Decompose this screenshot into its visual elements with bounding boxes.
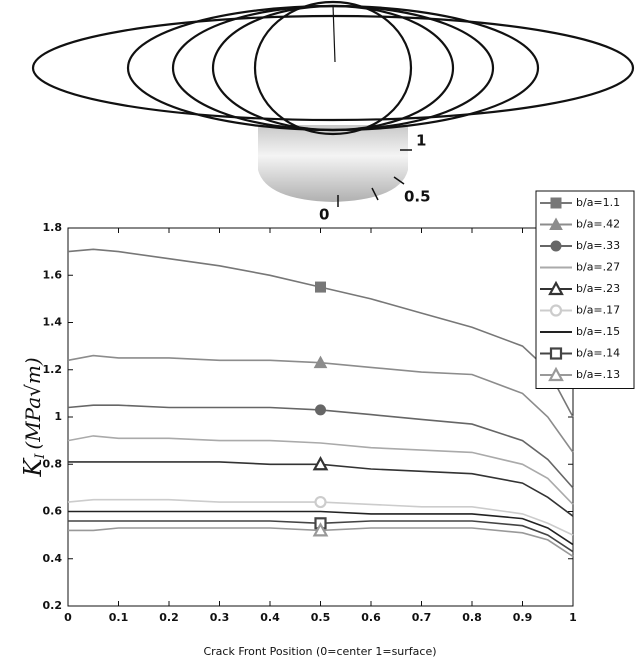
position-tick [371,187,379,201]
x-tick-label: 0.8 [462,611,482,624]
marker [312,522,329,537]
crack-diagram [31,0,635,207]
diagram-label: 1 [416,132,426,150]
marker [549,304,563,317]
y-tick-label: 0.4 [43,552,63,565]
ellipse [211,4,455,132]
legend-label: b/a=.15 [576,325,620,338]
x-axis-label: Crack Front Position (0=center 1=surface… [203,645,436,658]
legend-label: b/a=.17 [576,304,620,317]
x-tick-label: 0.9 [513,611,533,624]
y-label-symbol: K [19,457,47,478]
ellipse [126,4,540,132]
crack-body [258,125,408,202]
x-tick-label: 0.2 [159,611,179,624]
marker [549,217,563,230]
ellipse [31,14,635,122]
x-tick-label: 0.6 [361,611,381,624]
y-tick-label: 0.6 [43,505,63,518]
ellipse [171,4,495,132]
legend-label: b/a=.33 [576,239,620,252]
y-tick-label: 1.6 [43,268,63,281]
x-tick-label: 1 [569,611,577,624]
marker [313,355,328,369]
data-line [67,435,574,505]
ellipse [253,0,413,136]
y-axis-label: KI (MPa√m) [19,357,48,477]
marker [315,281,326,293]
marker [548,366,564,382]
x-tick-label: 0.1 [109,611,129,624]
marker [549,347,563,360]
x-tick-label: 0.3 [210,611,230,624]
marker [548,280,564,296]
legend-label: b/a=.42 [576,218,620,231]
y-label-subscript: I [33,453,48,460]
y-tick-label: 0.2 [43,599,63,612]
y-tick-label: 1 [54,410,62,423]
legend-label: b/a=.27 [576,261,620,274]
marker [315,404,326,416]
y-tick-label: 1.4 [43,316,63,329]
data-line [68,510,574,546]
legend-label: b/a=.23 [576,282,620,295]
x-tick-label: 0.5 [311,611,331,624]
marker [550,197,562,209]
diagram-label: 0.5 [404,188,431,206]
marker [314,495,327,509]
legend-label: b/a=.14 [576,347,620,360]
x-tick-label: 0.7 [412,611,432,624]
legend-label: b/a=1.1 [576,196,620,209]
x-tick-label: 0.4 [260,611,280,624]
data-line [67,248,574,418]
marker [550,240,562,252]
data-line [67,404,574,489]
legend-label: b/a=.13 [576,368,620,381]
y-tick-label: 1.8 [43,221,63,234]
x-tick-label: 0 [64,611,72,624]
y-tick-label: 0.8 [43,457,63,470]
marker [312,455,329,471]
y-label-unit: (MPa√m) [21,357,45,449]
axis-line [332,4,336,63]
position-tick [393,176,405,185]
y-tick-label: 1.2 [43,363,63,376]
diagram-label: 0 [319,206,329,224]
